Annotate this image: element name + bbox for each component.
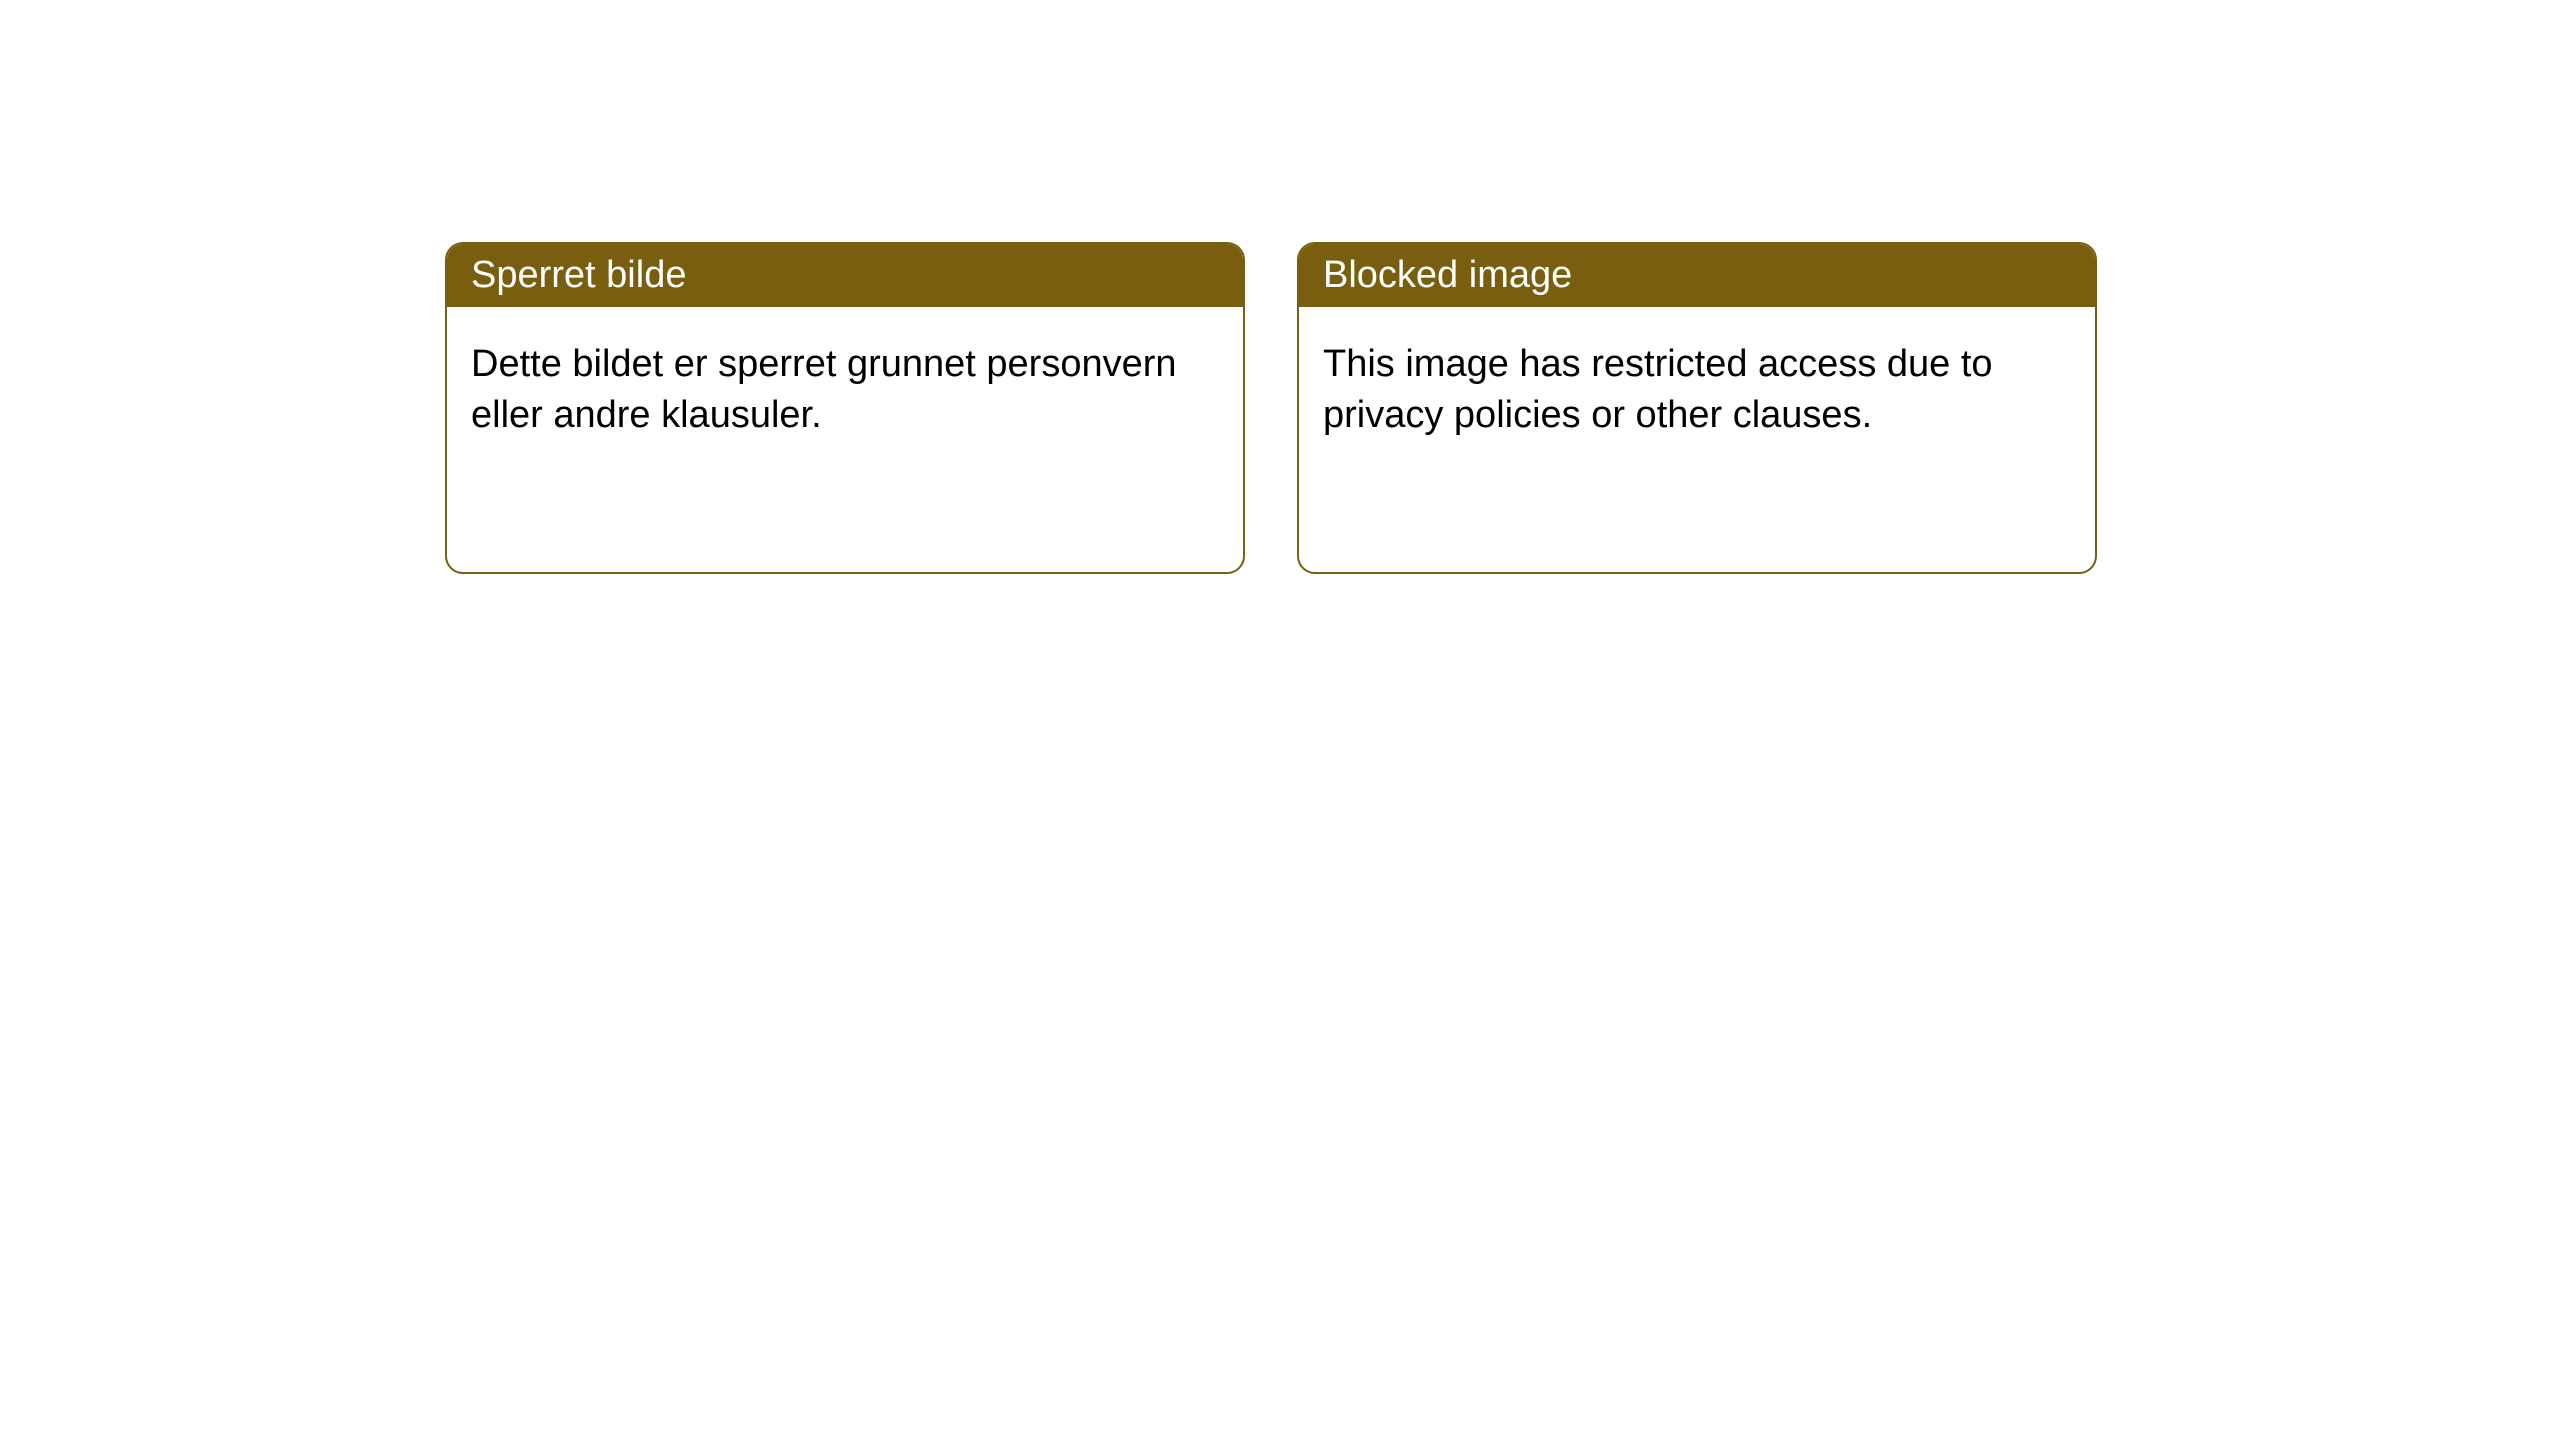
blocked-image-card-no: Sperret bilde Dette bildet er sperret gr…: [445, 242, 1245, 574]
card-body-no: Dette bildet er sperret grunnet personve…: [447, 307, 1243, 474]
card-header-no: Sperret bilde: [447, 244, 1243, 307]
blocked-image-card-en: Blocked image This image has restricted …: [1297, 242, 2097, 574]
notice-cards-container: Sperret bilde Dette bildet er sperret gr…: [0, 0, 2560, 574]
card-header-en: Blocked image: [1299, 244, 2095, 307]
card-body-en: This image has restricted access due to …: [1299, 307, 2095, 474]
